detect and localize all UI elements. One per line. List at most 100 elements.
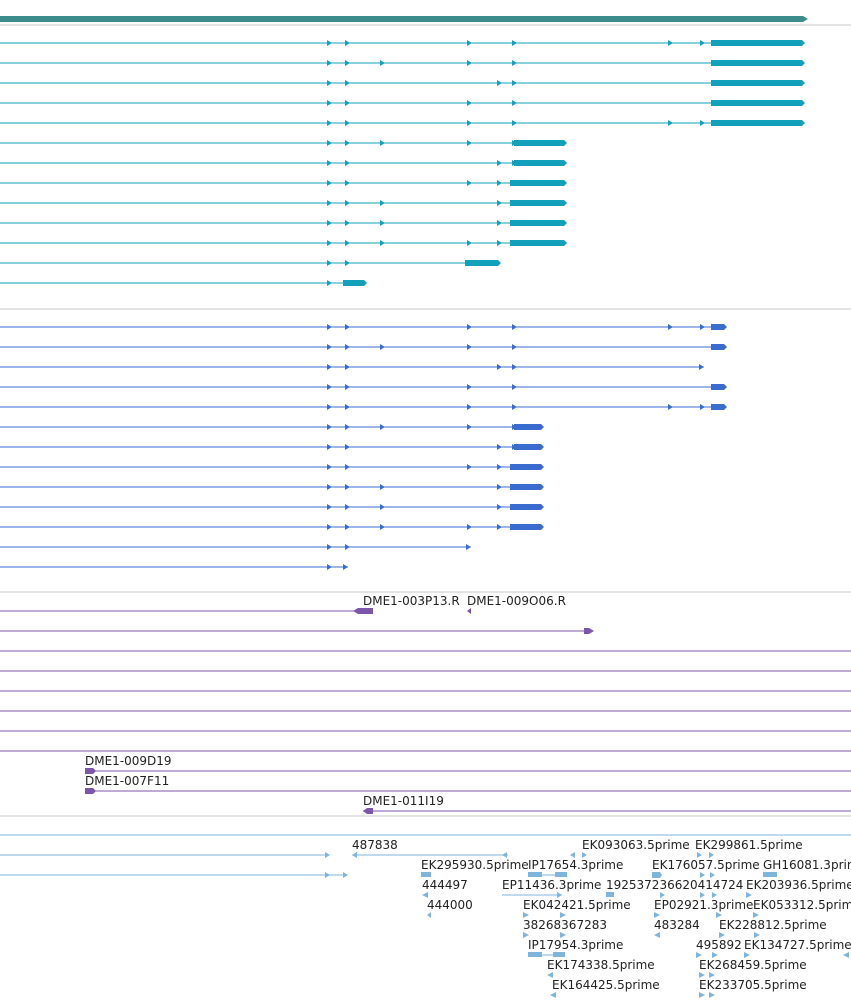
- cds-transcript[interactable]: [0, 504, 544, 510]
- strand-arrow-icon: [467, 424, 472, 430]
- cds-transcript[interactable]: [0, 564, 348, 570]
- est-arrow-icon: [712, 952, 718, 958]
- mrna-transcript[interactable]: [0, 120, 805, 126]
- mrna-transcript[interactable]: [0, 160, 567, 166]
- strand-arrow-icon: [512, 80, 517, 86]
- est-arrow-icon: [654, 932, 660, 938]
- clone-arrow-icon: [85, 768, 96, 774]
- clone-label: DME1-011I19: [363, 794, 444, 808]
- est-arrow-icon: [652, 872, 662, 878]
- est-arrow-icon: [660, 892, 665, 898]
- strand-arrow-icon: [497, 504, 502, 510]
- cds-transcript[interactable]: [0, 544, 471, 550]
- cds-exon-block[interactable]: [510, 504, 544, 510]
- est-block[interactable]: [606, 892, 614, 897]
- strand-arrow-icon: [497, 200, 502, 206]
- mrna-exon-block[interactable]: [711, 120, 805, 126]
- mrna-exon-block[interactable]: [510, 200, 567, 206]
- est-arrow-icon: [560, 932, 566, 938]
- cds-transcript[interactable]: [0, 404, 727, 410]
- est-arrow-icon: [343, 872, 348, 878]
- est-block[interactable]: [555, 872, 567, 877]
- cds-exon-block[interactable]: [514, 444, 544, 450]
- cds-exon-block[interactable]: [510, 524, 544, 530]
- strand-arrow-icon: [467, 100, 472, 106]
- clone-block[interactable]: [358, 608, 373, 614]
- est-track: 487838 EK093063.5prime EK299861.5prime E…: [0, 834, 851, 998]
- cds-exon-block[interactable]: [510, 464, 544, 470]
- est-label: EK176057.5prime: [652, 858, 760, 872]
- strand-arrow-icon: [327, 464, 332, 470]
- cds-transcript[interactable]: [0, 484, 544, 490]
- mrna-exon-block[interactable]: [343, 280, 367, 286]
- strand-arrow-icon: [345, 364, 350, 370]
- strand-arrow-icon: [700, 120, 705, 126]
- strand-arrow-icon: [380, 60, 385, 66]
- mrna-transcript[interactable]: [0, 220, 567, 226]
- mrna-exon-block[interactable]: [465, 260, 501, 266]
- strand-arrow-icon: [327, 80, 332, 86]
- cds-transcript[interactable]: [0, 444, 544, 450]
- mrna-exon-block[interactable]: [514, 140, 567, 146]
- mrna-transcript[interactable]: [0, 40, 805, 46]
- strand-arrow-icon: [512, 120, 517, 126]
- mrna-exon-block[interactable]: [711, 100, 805, 106]
- mrna-transcript[interactable]: [0, 100, 805, 106]
- mrna-transcript[interactable]: [0, 140, 567, 146]
- strand-arrow-icon: [345, 140, 350, 146]
- mrna-transcript[interactable]: [0, 240, 567, 246]
- est-label: 483284: [654, 918, 700, 932]
- mrna-exon-block[interactable]: [711, 40, 805, 46]
- mrna-exon-block[interactable]: [510, 240, 567, 246]
- strand-arrow-icon: [327, 140, 332, 146]
- cds-transcript[interactable]: [0, 424, 544, 430]
- mrna-exon-block[interactable]: [514, 160, 567, 166]
- est-arrow-icon: [699, 992, 705, 998]
- strand-arrow-icon: [327, 120, 332, 126]
- mrna-transcript[interactable]: [0, 60, 805, 66]
- cds-exon-block[interactable]: [711, 384, 727, 390]
- est-block[interactable]: [528, 872, 542, 877]
- cds-exon-block[interactable]: [711, 324, 727, 330]
- cds-exon-block[interactable]: [711, 344, 727, 350]
- est-label: GH16081.3prime: [763, 858, 851, 872]
- mrna-transcript[interactable]: [0, 200, 567, 206]
- est-block[interactable]: [421, 872, 431, 877]
- cds-transcript[interactable]: [0, 324, 727, 330]
- mrna-transcript[interactable]: [0, 80, 805, 86]
- mrna-exon-block[interactable]: [711, 60, 805, 66]
- strand-arrow-icon: [327, 544, 332, 550]
- clone-arrow-icon: [85, 788, 96, 794]
- mrna-exon-block[interactable]: [510, 180, 567, 186]
- cds-exon-block[interactable]: [711, 404, 727, 410]
- mrna-transcript[interactable]: [0, 280, 367, 286]
- clone-block[interactable]: [584, 628, 589, 634]
- est-label: EK299861.5prime: [695, 838, 803, 852]
- mrna-transcript[interactable]: [0, 180, 567, 186]
- cds-transcript[interactable]: [0, 524, 544, 530]
- mrna-exon-block[interactable]: [711, 80, 805, 86]
- est-arrow-icon: [753, 912, 759, 918]
- cds-transcript[interactable]: [0, 464, 544, 470]
- cds-transcript[interactable]: [0, 344, 727, 350]
- est-label: EP02921.3prime: [654, 898, 753, 912]
- mrna-transcript[interactable]: [0, 260, 501, 266]
- est-block[interactable]: [528, 952, 542, 957]
- gene-span-bar[interactable]: [0, 16, 803, 22]
- strand-arrow-icon: [327, 444, 332, 450]
- strand-arrow-icon: [497, 464, 502, 470]
- mrna-exon-block[interactable]: [510, 220, 567, 226]
- est-block[interactable]: [553, 952, 565, 957]
- strand-arrow-icon: [327, 364, 332, 370]
- est-arrow-icon: [325, 872, 330, 878]
- cds-exon-block[interactable]: [514, 424, 544, 430]
- est-arrow-icon: [699, 972, 705, 978]
- est-label: EK233705.5prime: [699, 978, 807, 992]
- cds-transcript[interactable]: [0, 384, 727, 390]
- cds-exon-block[interactable]: [510, 484, 544, 490]
- est-label: 495892: [696, 938, 742, 952]
- est-block[interactable]: [763, 872, 777, 877]
- cds-transcript[interactable]: [0, 364, 704, 370]
- strand-arrow-icon: [327, 524, 332, 530]
- strand-arrow-icon: [512, 364, 517, 370]
